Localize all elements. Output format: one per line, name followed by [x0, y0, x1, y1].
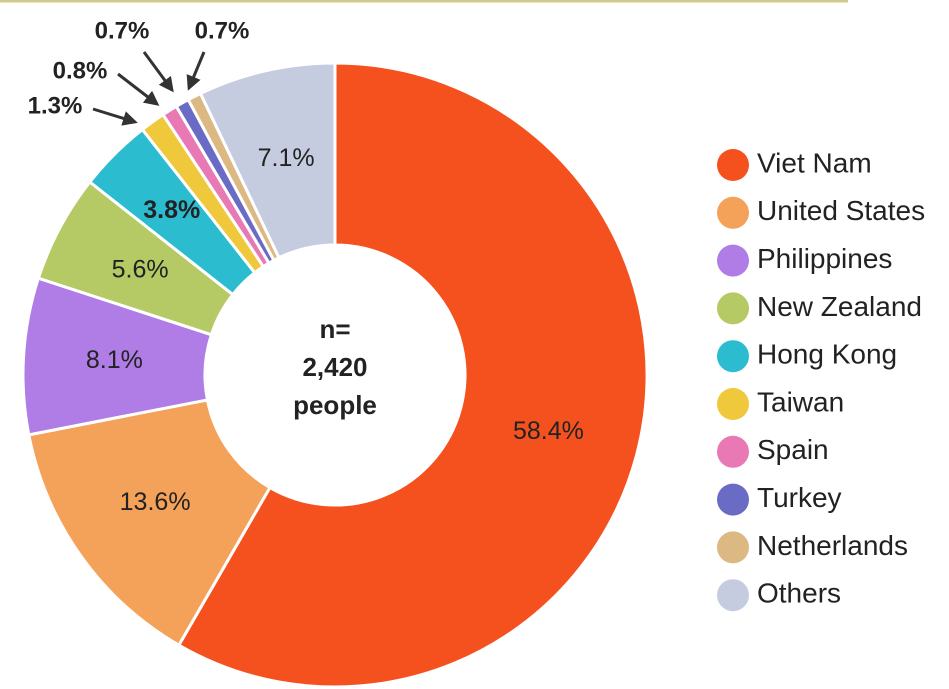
donut-slice [176, 61, 649, 689]
legend-swatch [717, 435, 749, 468]
legend-label: Turkey [757, 482, 842, 513]
slice-label: 0.7% [95, 17, 150, 44]
legend-label: Spain [757, 434, 829, 465]
legend-swatch [717, 388, 749, 420]
legend-swatch [717, 483, 749, 516]
label-arrow [92, 107, 138, 126]
slice-label: 58.4% [513, 417, 584, 445]
slice-label: 5.6% [112, 255, 169, 283]
legend-label: United States [757, 195, 925, 226]
slice-label: 8.1% [86, 346, 143, 374]
label-arrow [117, 72, 160, 106]
center-label: n= [319, 314, 350, 344]
slice-label: 13.6% [120, 488, 191, 516]
center-label: 2,420 [302, 352, 367, 382]
slice-label: 1.3% [28, 92, 83, 119]
legend-swatch [717, 531, 749, 564]
donut-slice [198, 61, 337, 260]
legend-swatch [717, 340, 749, 373]
center-label: people [293, 390, 377, 420]
label-arrow [186, 51, 206, 91]
legend-label: Netherlands [757, 530, 908, 561]
legend-label: Hong Kong [757, 339, 897, 370]
legend-label: New Zealand [757, 291, 922, 322]
legend-label: Viet Nam [757, 147, 872, 178]
slice-label: 0.7% [195, 17, 250, 44]
legend-label: Philippines [757, 243, 892, 274]
legend-swatch [717, 149, 749, 181]
donut-slice [27, 398, 272, 648]
legend-label: Taiwan [757, 386, 844, 417]
legend-swatch [717, 244, 749, 277]
legend-swatch [717, 196, 749, 229]
legend-swatch [717, 292, 749, 325]
slice-label: 3.8% [143, 196, 200, 224]
slice-label: 0.8% [53, 57, 108, 84]
label-arrow [142, 51, 174, 93]
legend-label: Others [757, 578, 841, 609]
legend-swatch [717, 579, 749, 612]
slice-label: 7.1% [258, 144, 315, 172]
